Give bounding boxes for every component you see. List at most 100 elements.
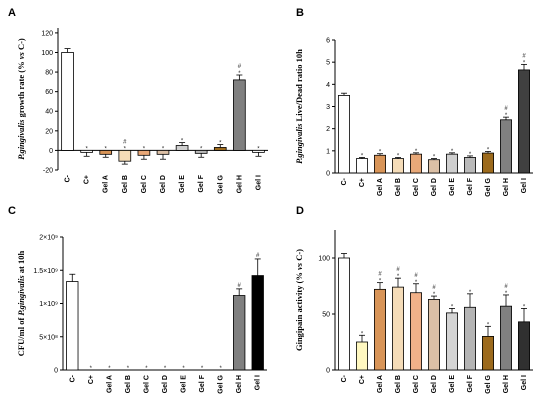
x-tick-label: Gel H: [503, 375, 510, 393]
significance-star: *: [397, 153, 400, 159]
bar-c-: [61, 52, 74, 151]
significance-star: *: [238, 71, 241, 77]
x-tick-label: Gel A: [106, 375, 113, 393]
x-tick-label: Gel I: [521, 178, 528, 193]
y-tick-label: 0: [326, 171, 330, 178]
x-tick-label: Gel E: [179, 175, 186, 193]
x-tick-label: Gel F: [198, 174, 205, 192]
bar-gel-d: [156, 150, 170, 155]
bar-gel-i: [518, 69, 530, 174]
x-tick-label: Gel I: [521, 375, 528, 390]
y-axis-label-part: growth rate (%: [16, 59, 26, 119]
x-tick-label: Gel C: [413, 375, 420, 393]
y-tick-label: 60: [45, 89, 53, 96]
y-tick-label: 1×10⁹: [39, 301, 58, 308]
x-tick-label: Gel F: [467, 374, 474, 392]
y-tick-label: 1.5×10⁹: [33, 268, 58, 275]
significance-star: *: [523, 304, 526, 310]
y-axis-label-part: Gingipain activity (%: [294, 270, 304, 351]
significance-star: *: [505, 291, 508, 297]
x-tick-label: Gel H: [236, 175, 243, 193]
bar-gel-f: [194, 150, 208, 154]
significance-star: *: [108, 366, 111, 372]
significance-star: *: [469, 152, 472, 158]
significance-hash: #: [396, 267, 400, 273]
significance-star: *: [164, 366, 167, 372]
bar-gel-c: [137, 150, 151, 156]
significance-star: *: [469, 290, 472, 296]
y-tick-label: 100: [318, 256, 330, 263]
significance-hash: #: [504, 284, 508, 290]
x-tick-label: C+: [84, 175, 91, 184]
significance-hash: #: [238, 283, 242, 289]
significance-star: *: [90, 366, 93, 372]
x-tick-label: Gel G: [485, 374, 492, 393]
bar-gel-g: [213, 147, 227, 151]
y-tick-label: 40: [45, 109, 53, 116]
x-tick-label: Gel C: [413, 178, 420, 196]
significance-star: *: [85, 146, 88, 152]
y-tick-label: 1: [326, 148, 330, 155]
significance-star: *: [162, 146, 165, 152]
x-tick-label: Gel C: [141, 175, 148, 193]
x-tick-label: Gel A: [103, 175, 110, 193]
y-tick-label: 0: [54, 368, 58, 375]
x-tick-label: Gel D: [162, 375, 169, 393]
significance-star: *: [143, 146, 146, 152]
y-tick-label: 0: [49, 148, 53, 155]
x-tick-label: C+: [359, 178, 366, 187]
y-axis-label: Gingipain activity (% vs C-): [294, 249, 304, 351]
x-tick-label: Gel B: [395, 375, 402, 393]
bar-c-: [338, 95, 350, 174]
y-tick-label: 4: [326, 82, 330, 89]
x-tick-label: Gel B: [122, 175, 129, 193]
significance-star: *: [145, 366, 148, 372]
significance-star: *: [523, 60, 526, 66]
bar-gel-b: [392, 286, 404, 371]
bar-gel-d: [428, 299, 440, 371]
significance-hash: #: [504, 106, 508, 112]
significance-star: *: [219, 366, 222, 372]
y-tick-label: 6: [326, 38, 330, 45]
y-tick-label: -20: [43, 168, 53, 175]
bar-gel-c: [410, 153, 422, 174]
y-axis-label: CFU/ml of P.gingivalis at 10h: [16, 251, 26, 357]
y-axis-label-part: C-): [16, 38, 26, 52]
y-axis-label-part: vs: [16, 51, 26, 59]
y-tick-label: 120: [41, 30, 53, 37]
y-tick-label: 5: [326, 60, 330, 67]
y-axis-label: P.gingivalis Live/Dead ratio 10h: [294, 49, 304, 164]
y-tick-label: 100: [41, 50, 53, 57]
y-tick-label: 2: [326, 126, 330, 133]
significance-star: *: [487, 322, 490, 328]
x-tick-label: Gel B: [125, 375, 132, 393]
x-tick-label: Gel F: [467, 177, 474, 195]
x-tick-label: C+: [359, 375, 366, 384]
bar-gel-b: [392, 158, 404, 174]
panel-a-chart: A -20 0 20 40 60 80 100 120 P.gingivalis growth r…: [8, 7, 268, 194]
bar-gel-g: [482, 152, 494, 174]
significance-star: *: [451, 149, 454, 155]
significance-star: *: [379, 150, 382, 156]
x-tick-label: C+: [88, 375, 95, 384]
x-tick-label: C-: [341, 374, 348, 382]
significance-star: *: [397, 274, 400, 280]
bar-gel-h: [500, 119, 512, 174]
y-tick-label: 80: [45, 70, 53, 77]
y-tick-label: 50: [322, 312, 330, 319]
x-tick-label: Gel D: [160, 175, 167, 193]
bar-gel-a: [374, 288, 386, 371]
bar-gel-i: [252, 150, 265, 153]
x-tick-label: Gel G: [218, 374, 225, 393]
significance-star: *: [433, 292, 436, 298]
y-tick-label: 2×10⁹: [39, 235, 58, 242]
bar-gel-h: [233, 79, 246, 151]
significance-hash: #: [238, 64, 242, 70]
x-tick-label: Gel D: [431, 178, 438, 196]
significance-star: *: [415, 149, 418, 155]
y-axis-label-part: P.gingivalis: [16, 275, 26, 316]
bar-c-: [338, 257, 350, 371]
y-tick-label: 5×10⁸: [39, 334, 58, 341]
panel-letter: C: [8, 205, 16, 217]
bar-gel-e: [446, 153, 458, 174]
